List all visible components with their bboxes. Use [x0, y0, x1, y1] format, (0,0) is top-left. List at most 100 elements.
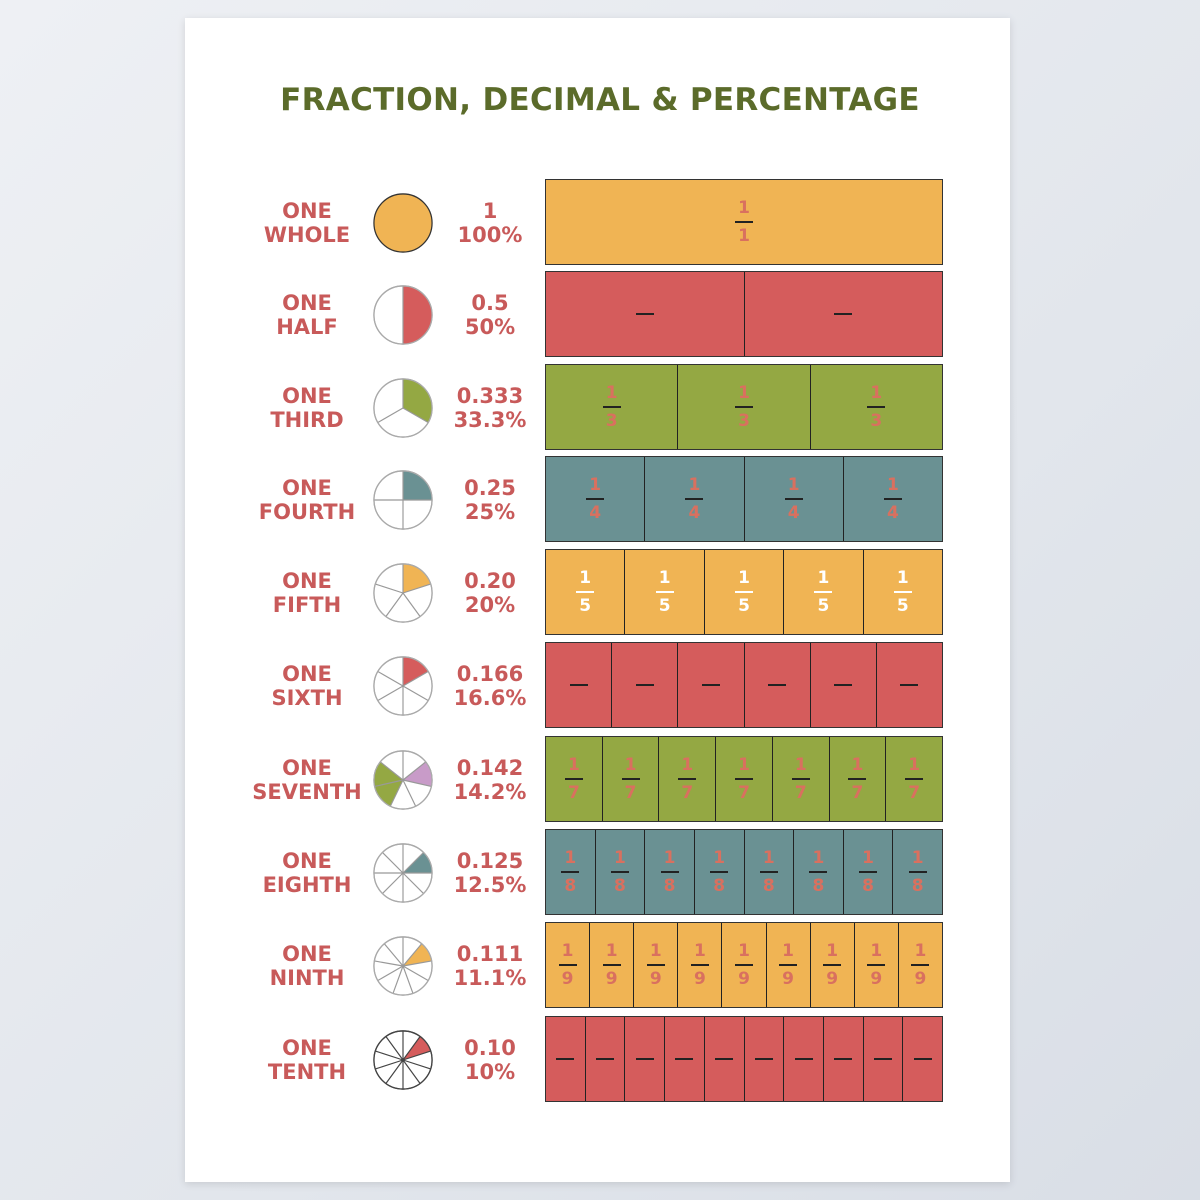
fraction-line — [621, 778, 640, 780]
fraction-pie-icon — [373, 1030, 433, 1090]
fraction-line — [602, 406, 621, 408]
pie-divider — [377, 685, 404, 702]
decimal-value: 0.142 — [456, 756, 524, 780]
denominator: 9 — [738, 969, 750, 989]
numerator: 1 — [663, 848, 676, 868]
numerator: 1 — [564, 848, 577, 868]
fraction-segment — [624, 1017, 664, 1101]
fraction-line — [635, 313, 654, 315]
fraction-segment — [546, 643, 611, 727]
denominator: 5 — [738, 596, 750, 616]
fraction-line — [759, 871, 778, 873]
pie-outline — [373, 193, 433, 253]
fraction-name: ONE HALF — [247, 291, 367, 339]
numerator: 1 — [693, 941, 706, 961]
numerator: 1 — [886, 475, 899, 495]
pie-divider — [375, 1050, 404, 1061]
fraction-line — [646, 964, 665, 966]
name-line-2: NINTH — [269, 966, 345, 990]
percent-value: 20% — [464, 593, 516, 617]
name-line-2: EIGHTH — [262, 873, 352, 897]
fraction-row: ONE SIXTH 0.166 16.6% — [0, 642, 1200, 728]
pie-divider — [402, 872, 424, 894]
fraction-line — [564, 778, 583, 780]
denominator: 8 — [762, 876, 775, 896]
fraction-name: ONE FOURTH — [247, 476, 367, 524]
fraction-line — [735, 221, 753, 223]
pie-slice-filled — [403, 852, 433, 873]
decimal-value: 0.333 — [456, 384, 524, 408]
numerator: 1 — [862, 848, 874, 868]
numerator: 1 — [870, 383, 883, 403]
name-line-1: ONE — [282, 199, 332, 223]
fraction-line — [867, 964, 886, 966]
fraction-name: ONE NINTH — [247, 942, 367, 990]
fraction-name: ONE WHOLE — [247, 199, 367, 247]
fraction-line — [859, 871, 878, 873]
pie-divider — [402, 965, 429, 982]
pie-divider — [402, 960, 432, 967]
numerator: 1 — [614, 848, 626, 868]
fraction-pie-icon — [373, 656, 433, 716]
fraction-segment — [822, 1017, 863, 1101]
pie-divider — [392, 965, 404, 994]
name-line-1: ONE — [282, 756, 332, 780]
name-line-2: FOURTH — [258, 500, 356, 524]
percent-value: 33.3% — [453, 408, 527, 432]
fraction-line — [602, 964, 621, 966]
name-line-1: ONE — [282, 476, 332, 500]
fraction-line — [791, 778, 810, 780]
denominator: 5 — [658, 596, 671, 616]
fraction-line — [701, 684, 720, 686]
denominator: 5 — [896, 596, 909, 616]
fraction-segment — [546, 272, 744, 356]
decimal-value: 0.25 — [464, 476, 516, 500]
fraction-line — [883, 498, 902, 500]
numerator: 1 — [579, 568, 592, 588]
fraction-pie-icon — [373, 843, 433, 903]
pie-divider — [402, 407, 429, 424]
pie-slice-filled — [403, 1036, 431, 1060]
pie-divider — [402, 779, 417, 807]
fraction-segment — [677, 643, 743, 727]
name-line-1: ONE — [282, 569, 332, 593]
denominator: 9 — [649, 969, 662, 989]
fraction-bar — [545, 642, 943, 728]
name-line-1: ONE — [282, 662, 332, 686]
fraction-line — [779, 964, 798, 966]
fraction-line — [834, 313, 853, 315]
percent-value: 16.6% — [453, 686, 527, 710]
numerator: 1 — [681, 755, 694, 775]
fraction-line — [678, 778, 697, 780]
percent-value: 14.2% — [453, 780, 527, 804]
fraction-line — [635, 684, 654, 686]
fraction-segment — [584, 1017, 625, 1101]
denominator: 3 — [738, 411, 750, 431]
pie-divider — [383, 943, 404, 967]
denominator: 7 — [681, 783, 694, 803]
numerator: 1 — [649, 941, 662, 961]
pie-divider — [385, 592, 404, 617]
